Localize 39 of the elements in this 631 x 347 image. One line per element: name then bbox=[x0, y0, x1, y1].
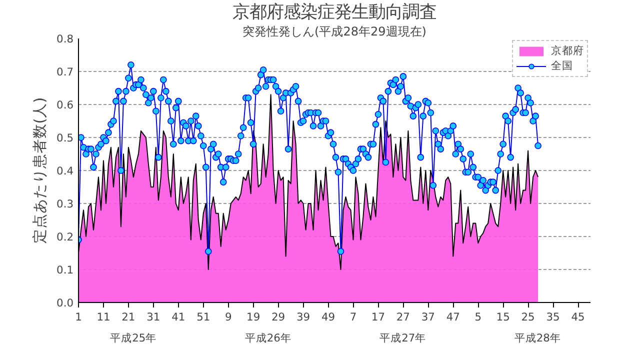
x-tick-label: 9 bbox=[224, 310, 232, 324]
x-tick-label: 51 bbox=[196, 310, 210, 324]
chart-subtitle: 突発性発しん(平成28年29週現在) bbox=[242, 24, 426, 38]
x-tick-label: 15 bbox=[496, 310, 510, 324]
x-tick-label: 1 bbox=[75, 310, 82, 324]
x-tick-label: 31 bbox=[146, 310, 160, 324]
x-tick-label: 5 bbox=[474, 310, 482, 324]
y-tick-label: 0.3 bbox=[56, 198, 74, 210]
x-tick-label: 41 bbox=[172, 310, 186, 324]
x-tick-label: 49 bbox=[321, 310, 336, 324]
legend-label: 全国 bbox=[551, 59, 573, 73]
x-tick-label: 39 bbox=[296, 310, 310, 324]
x-tick-label: 27 bbox=[396, 310, 410, 324]
text: 平成28年 bbox=[514, 332, 561, 344]
y-tick-label: 0.7 bbox=[56, 66, 74, 78]
x-tick-label: 25 bbox=[521, 310, 535, 324]
y-tick-label: 0.4 bbox=[56, 164, 74, 178]
y-tick-label: 0.6 bbox=[56, 98, 74, 112]
text: 平成27年 bbox=[380, 332, 426, 344]
y-tick-label: 0.8 bbox=[56, 32, 74, 46]
text: 平成26年 bbox=[244, 332, 292, 344]
y-tick-label: 0.1 bbox=[56, 264, 74, 276]
x-tick-label: 37 bbox=[421, 310, 435, 324]
x-tick-label: 11 bbox=[96, 310, 110, 324]
y-axis-title: 定点あたり患者数(人) bbox=[32, 97, 49, 244]
x-tick-label: 45 bbox=[571, 310, 585, 324]
y-tick-label: 0.0 bbox=[56, 296, 74, 310]
x-tick-label: 19 bbox=[246, 310, 260, 324]
x-tick-label: 21 bbox=[122, 310, 136, 324]
y-tick-label: 0.5 bbox=[56, 132, 74, 144]
x-tick-label: 7 bbox=[350, 310, 357, 324]
legend-label: 京都府 bbox=[551, 44, 584, 58]
x-tick-label: 17 bbox=[371, 310, 385, 324]
x-tick-label: 29 bbox=[272, 310, 286, 324]
y-tick-label: 0.2 bbox=[56, 230, 74, 244]
chart-title: 京都府感染症発生動向調査 bbox=[232, 2, 436, 22]
text: 平成25年 bbox=[110, 332, 157, 344]
x-tick-label: 35 bbox=[546, 310, 560, 324]
x-tick-label: 47 bbox=[446, 310, 460, 324]
